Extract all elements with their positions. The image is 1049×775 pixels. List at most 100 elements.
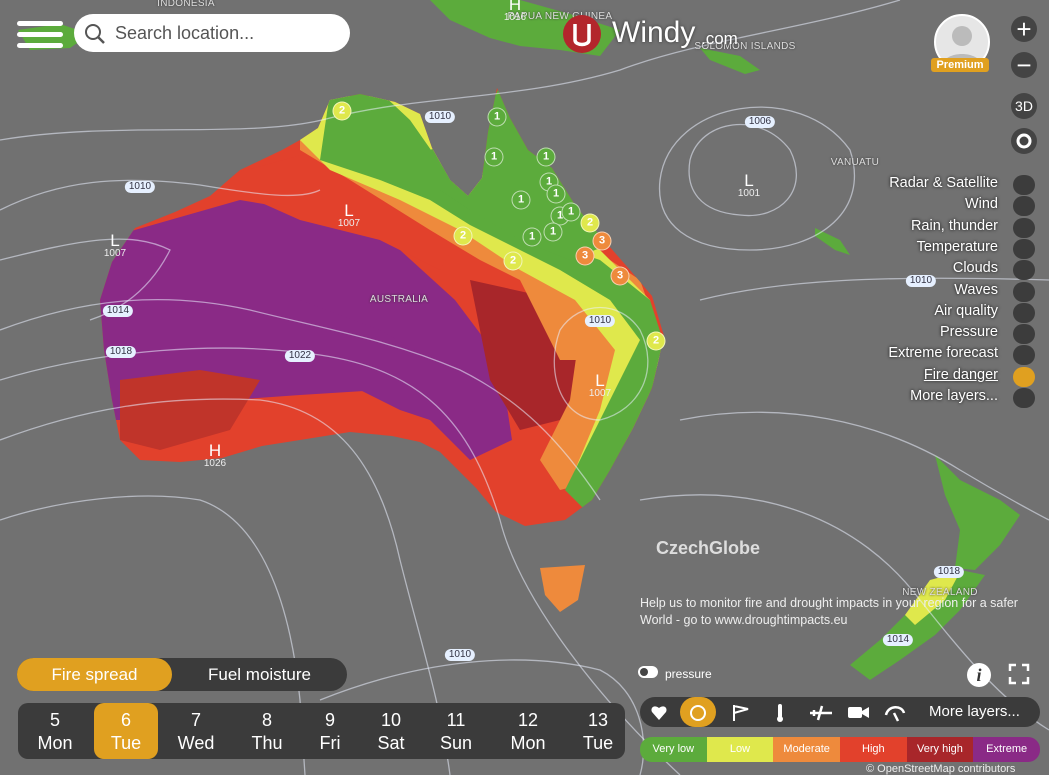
region-label: NEW ZEALAND bbox=[902, 587, 978, 598]
day-weekday: Thu bbox=[251, 733, 283, 753]
pressure-center: H 1026 bbox=[204, 442, 226, 469]
quick-more-layers[interactable]: More layers... bbox=[929, 703, 1020, 720]
fire-danger-marker: 1 bbox=[561, 202, 581, 222]
menu-button[interactable] bbox=[17, 18, 63, 52]
day-weekday: Sat bbox=[377, 733, 405, 753]
fire-danger-marker: 3 bbox=[575, 246, 595, 266]
isobar-label: 1006 bbox=[744, 116, 776, 128]
legend-level: High bbox=[840, 737, 907, 762]
day-date: 13 bbox=[587, 710, 609, 730]
region-label: SOLOMON ISLANDS bbox=[694, 41, 796, 52]
fire-danger-marker: 2 bbox=[646, 331, 666, 351]
pressure-type: L bbox=[744, 171, 754, 190]
layer-menu-icon bbox=[1013, 260, 1035, 281]
nz-low-area bbox=[905, 572, 960, 625]
layer-menu-icon bbox=[1013, 324, 1035, 345]
timeline-day[interactable]: 5 Mon bbox=[23, 703, 87, 759]
zoom-in[interactable]: + bbox=[1011, 16, 1037, 42]
search-placeholder: Search location... bbox=[115, 23, 255, 43]
layer-menu-icon bbox=[1013, 175, 1035, 195]
timeline-day[interactable]: 13 Tue bbox=[566, 703, 630, 759]
pressure-toggle-label: pressure bbox=[665, 667, 712, 681]
layer-menu-item[interactable]: Radar & Satellite bbox=[889, 175, 998, 191]
timeline-day[interactable]: 9 Fri bbox=[298, 703, 362, 759]
pressure-value: 1007 bbox=[337, 218, 361, 229]
hurricane-button[interactable] bbox=[1011, 128, 1037, 154]
day-weekday: Sun bbox=[439, 733, 473, 753]
layer-menu-item[interactable]: Wind bbox=[964, 196, 998, 213]
layer-menu-item[interactable]: Extreme forecast bbox=[888, 345, 998, 362]
isobar-label: 1018 bbox=[933, 566, 965, 578]
premium-badge: Premium bbox=[931, 58, 989, 72]
timeline-day[interactable]: 12 Mon bbox=[496, 703, 560, 759]
legend-level: Very high bbox=[906, 737, 974, 762]
legend-level: Very low bbox=[640, 737, 707, 762]
layer-menu-item[interactable]: Rain, thunder bbox=[910, 217, 998, 234]
region-label: PAPUA NEW GUINEA bbox=[507, 11, 613, 22]
layer-menu-item[interactable]: More layers... bbox=[910, 388, 998, 404]
isobar-label: 1018 bbox=[105, 346, 137, 358]
day-weekday: Mon bbox=[37, 733, 73, 753]
layer-menu-icon bbox=[1013, 238, 1035, 259]
day-date: 11 bbox=[446, 710, 466, 730]
mode-tabs: Fire spread Fuel moisture bbox=[17, 658, 347, 691]
search-box[interactable]: Search location... bbox=[74, 14, 350, 52]
search-icon bbox=[85, 24, 105, 44]
day-date: 7 bbox=[190, 710, 201, 730]
day-date: 10 bbox=[380, 710, 402, 730]
layer-menu-icon bbox=[1013, 302, 1035, 323]
pressure-type: L bbox=[344, 201, 354, 220]
czechglobe-text: CzechGlobe bbox=[656, 538, 761, 558]
timeline-day[interactable]: 11 Sun bbox=[424, 703, 488, 759]
region-label: INDONESIA bbox=[157, 0, 215, 9]
fire-danger-marker: 2 bbox=[332, 101, 352, 121]
pressure-type: H bbox=[208, 441, 222, 460]
timeline-day[interactable]: 8 Thu bbox=[235, 703, 299, 759]
fullscreen-button[interactable] bbox=[1008, 663, 1030, 685]
pressure-center: L 1007 bbox=[104, 232, 126, 259]
mode-tab[interactable]: Fire spread bbox=[17, 658, 172, 691]
pressure-center: L 1007 bbox=[338, 202, 360, 229]
region-label: AUSTRALIA bbox=[369, 294, 429, 305]
layer-menu-item[interactable]: Fire danger bbox=[923, 366, 998, 383]
quick-fire-active[interactable] bbox=[680, 697, 716, 727]
pressure-value: 1016 bbox=[503, 12, 527, 23]
pressure-center: H 1016 bbox=[504, 0, 526, 23]
day-weekday: Tue bbox=[582, 733, 614, 753]
timeline-day[interactable]: 7 Wed bbox=[164, 703, 228, 759]
fire-danger-marker: 1 bbox=[546, 184, 566, 204]
layer-menu-item[interactable]: Temperature bbox=[916, 238, 998, 255]
view-3d[interactable]: 3D bbox=[1011, 93, 1037, 119]
layer-menu-item[interactable]: Pressure bbox=[939, 324, 998, 341]
isobar-label: 1014 bbox=[102, 305, 134, 317]
mode-tab[interactable]: Fuel moisture bbox=[208, 665, 311, 684]
region-label: VANUATU bbox=[830, 157, 880, 168]
australia-fire-map bbox=[100, 88, 664, 526]
fire-danger-marker: 1 bbox=[487, 107, 507, 127]
layer-menu-item[interactable]: Clouds bbox=[952, 260, 998, 277]
day-weekday: Wed bbox=[177, 733, 215, 753]
isobar-label: 1010 bbox=[424, 111, 456, 123]
pressure-type: L bbox=[595, 371, 605, 390]
tasmania bbox=[540, 565, 585, 612]
zoom-out[interactable]: − bbox=[1011, 52, 1037, 78]
pressure-value: 1007 bbox=[103, 248, 127, 259]
day-weekday: Fri bbox=[319, 733, 341, 753]
fire-danger-marker: 3 bbox=[592, 231, 612, 251]
timeline-day[interactable]: 6 Tue bbox=[94, 703, 158, 759]
pressure-value: 1026 bbox=[203, 458, 227, 469]
pressure-toggle[interactable] bbox=[638, 666, 658, 678]
legend-level: Moderate bbox=[773, 737, 840, 762]
layer-menu-item[interactable]: Air quality bbox=[934, 302, 998, 319]
isobar-label: 1010 bbox=[905, 275, 937, 287]
day-date: 6 bbox=[120, 710, 131, 730]
layer-menu-item[interactable]: Waves bbox=[954, 281, 998, 298]
timeline-day[interactable]: 10 Sat bbox=[359, 703, 423, 759]
legend-level: Extreme bbox=[973, 737, 1040, 762]
hurricane-icon bbox=[1016, 133, 1032, 149]
nz-south-island bbox=[850, 570, 985, 680]
isobar-label: 1010 bbox=[444, 649, 476, 661]
info-button[interactable]: i bbox=[967, 663, 991, 687]
layer-menu-icon bbox=[1013, 217, 1035, 238]
